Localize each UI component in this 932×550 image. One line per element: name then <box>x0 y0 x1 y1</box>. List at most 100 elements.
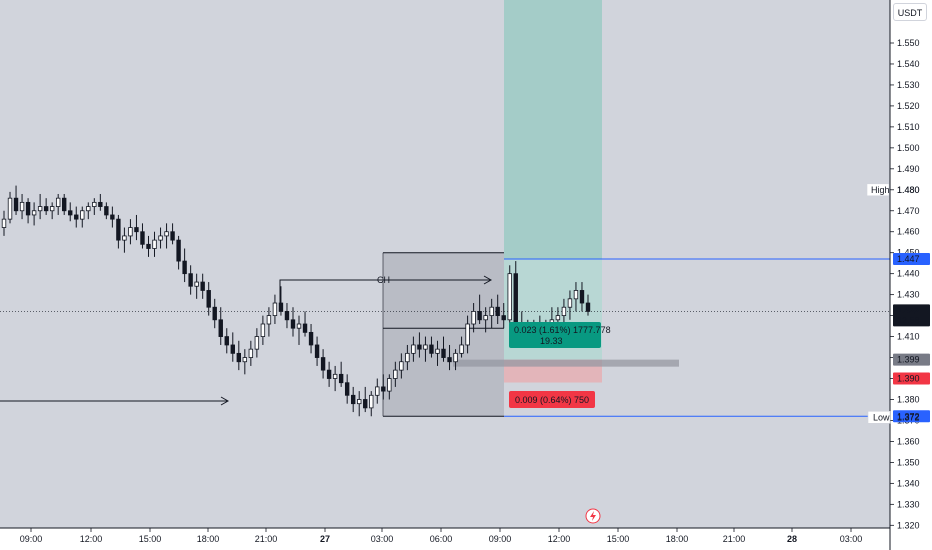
candle-body <box>314 344 320 358</box>
candle <box>7 191 13 224</box>
candle <box>278 286 284 316</box>
candle <box>290 307 296 337</box>
candle <box>164 223 169 249</box>
ch-label: CH <box>377 275 390 285</box>
candle-body <box>140 231 145 245</box>
candle <box>13 185 19 215</box>
candle <box>332 365 338 392</box>
candle-body <box>585 302 591 312</box>
candle-body <box>477 311 482 321</box>
candle <box>417 332 422 358</box>
candle <box>176 235 181 270</box>
price-tick-label: 1.550 <box>897 38 920 48</box>
candle <box>453 349 458 371</box>
position-target-text: 0.023 (1.61%) 1777.778 <box>514 325 611 335</box>
candle-body <box>375 386 380 396</box>
candle <box>363 386 368 413</box>
candle <box>266 307 272 337</box>
candle-body <box>447 357 452 363</box>
candle-body <box>501 315 506 321</box>
candle <box>314 336 320 366</box>
price-tick-label: 1.470 <box>897 206 920 216</box>
candle-body <box>254 336 260 350</box>
candle-body <box>74 214 79 220</box>
position-ratio-text: 19.33 <box>540 336 563 346</box>
time-tick-label: 12:00 <box>80 534 103 544</box>
candle <box>49 202 55 220</box>
countdown-value: 12:58 <box>897 315 920 325</box>
candle-body <box>122 235 127 241</box>
candle <box>92 198 97 215</box>
candle <box>489 298 494 329</box>
high-label: High <box>871 185 890 195</box>
entry-bar <box>453 359 679 367</box>
price-tick-label: 1.530 <box>897 80 920 90</box>
ch-arrow-head <box>483 275 493 285</box>
candle <box>248 340 254 366</box>
candle-body <box>55 197 61 207</box>
candle-body <box>369 394 374 409</box>
candle-body <box>43 206 49 212</box>
candle-body <box>164 231 169 237</box>
candle <box>441 336 446 362</box>
currency-button[interactable]: USDT <box>893 3 927 21</box>
candle-body <box>19 201 25 212</box>
candle <box>19 193 25 220</box>
candle <box>284 303 290 329</box>
candle-body <box>1 218 7 228</box>
candle <box>104 202 109 220</box>
candle-body <box>308 331 314 346</box>
candle-body <box>194 281 199 287</box>
candle <box>116 214 121 249</box>
position-stop-text: 0.009 (0.64%) 750 <box>515 395 589 405</box>
high-value: 1.480 <box>897 185 920 195</box>
candle <box>381 374 386 400</box>
candle <box>254 328 260 358</box>
candle <box>80 206 85 228</box>
candle <box>230 332 235 362</box>
candle-body <box>68 210 73 216</box>
time-tick-label: 03:00 <box>840 534 863 544</box>
low-line-price-value: 1.372 <box>897 411 920 421</box>
candle <box>459 336 464 358</box>
time-tick-label: 09:00 <box>20 534 43 544</box>
target-price-badge <box>893 252 930 265</box>
candle <box>465 315 470 354</box>
candle-body <box>290 319 296 329</box>
candle-body <box>483 315 488 321</box>
candle <box>435 340 440 366</box>
candle <box>200 273 205 299</box>
candle-body <box>25 201 31 216</box>
candle <box>423 336 428 362</box>
candle <box>242 349 248 375</box>
candle <box>55 193 61 215</box>
candle <box>260 315 266 345</box>
candle <box>357 391 362 417</box>
candle-body <box>459 344 464 354</box>
time-tick-label: 09:00 <box>489 534 512 544</box>
time-tick-label: 21:00 <box>255 534 278 544</box>
candle-body <box>465 323 470 346</box>
candle-body <box>417 344 422 350</box>
candle-body <box>110 214 115 220</box>
candle-body <box>152 239 157 249</box>
candle <box>31 202 37 226</box>
candle <box>405 344 410 371</box>
candle-body <box>399 361 404 371</box>
candle <box>212 298 217 329</box>
price-tick-label: 1.350 <box>897 457 920 467</box>
price-tick-label: 1.320 <box>897 520 920 530</box>
candle-body <box>567 298 573 308</box>
time-tick-label: 18:00 <box>197 534 220 544</box>
price-tick-label: 1.480 <box>897 185 920 195</box>
price-axis-background <box>890 0 932 550</box>
candle <box>585 294 591 316</box>
candle-body <box>62 197 67 212</box>
candle-body <box>230 344 235 354</box>
time-tick-label: 12:00 <box>548 534 571 544</box>
time-tick-label: 18:00 <box>666 534 689 544</box>
ch-arrow-line <box>279 279 490 306</box>
entry-price-badge <box>893 353 930 366</box>
